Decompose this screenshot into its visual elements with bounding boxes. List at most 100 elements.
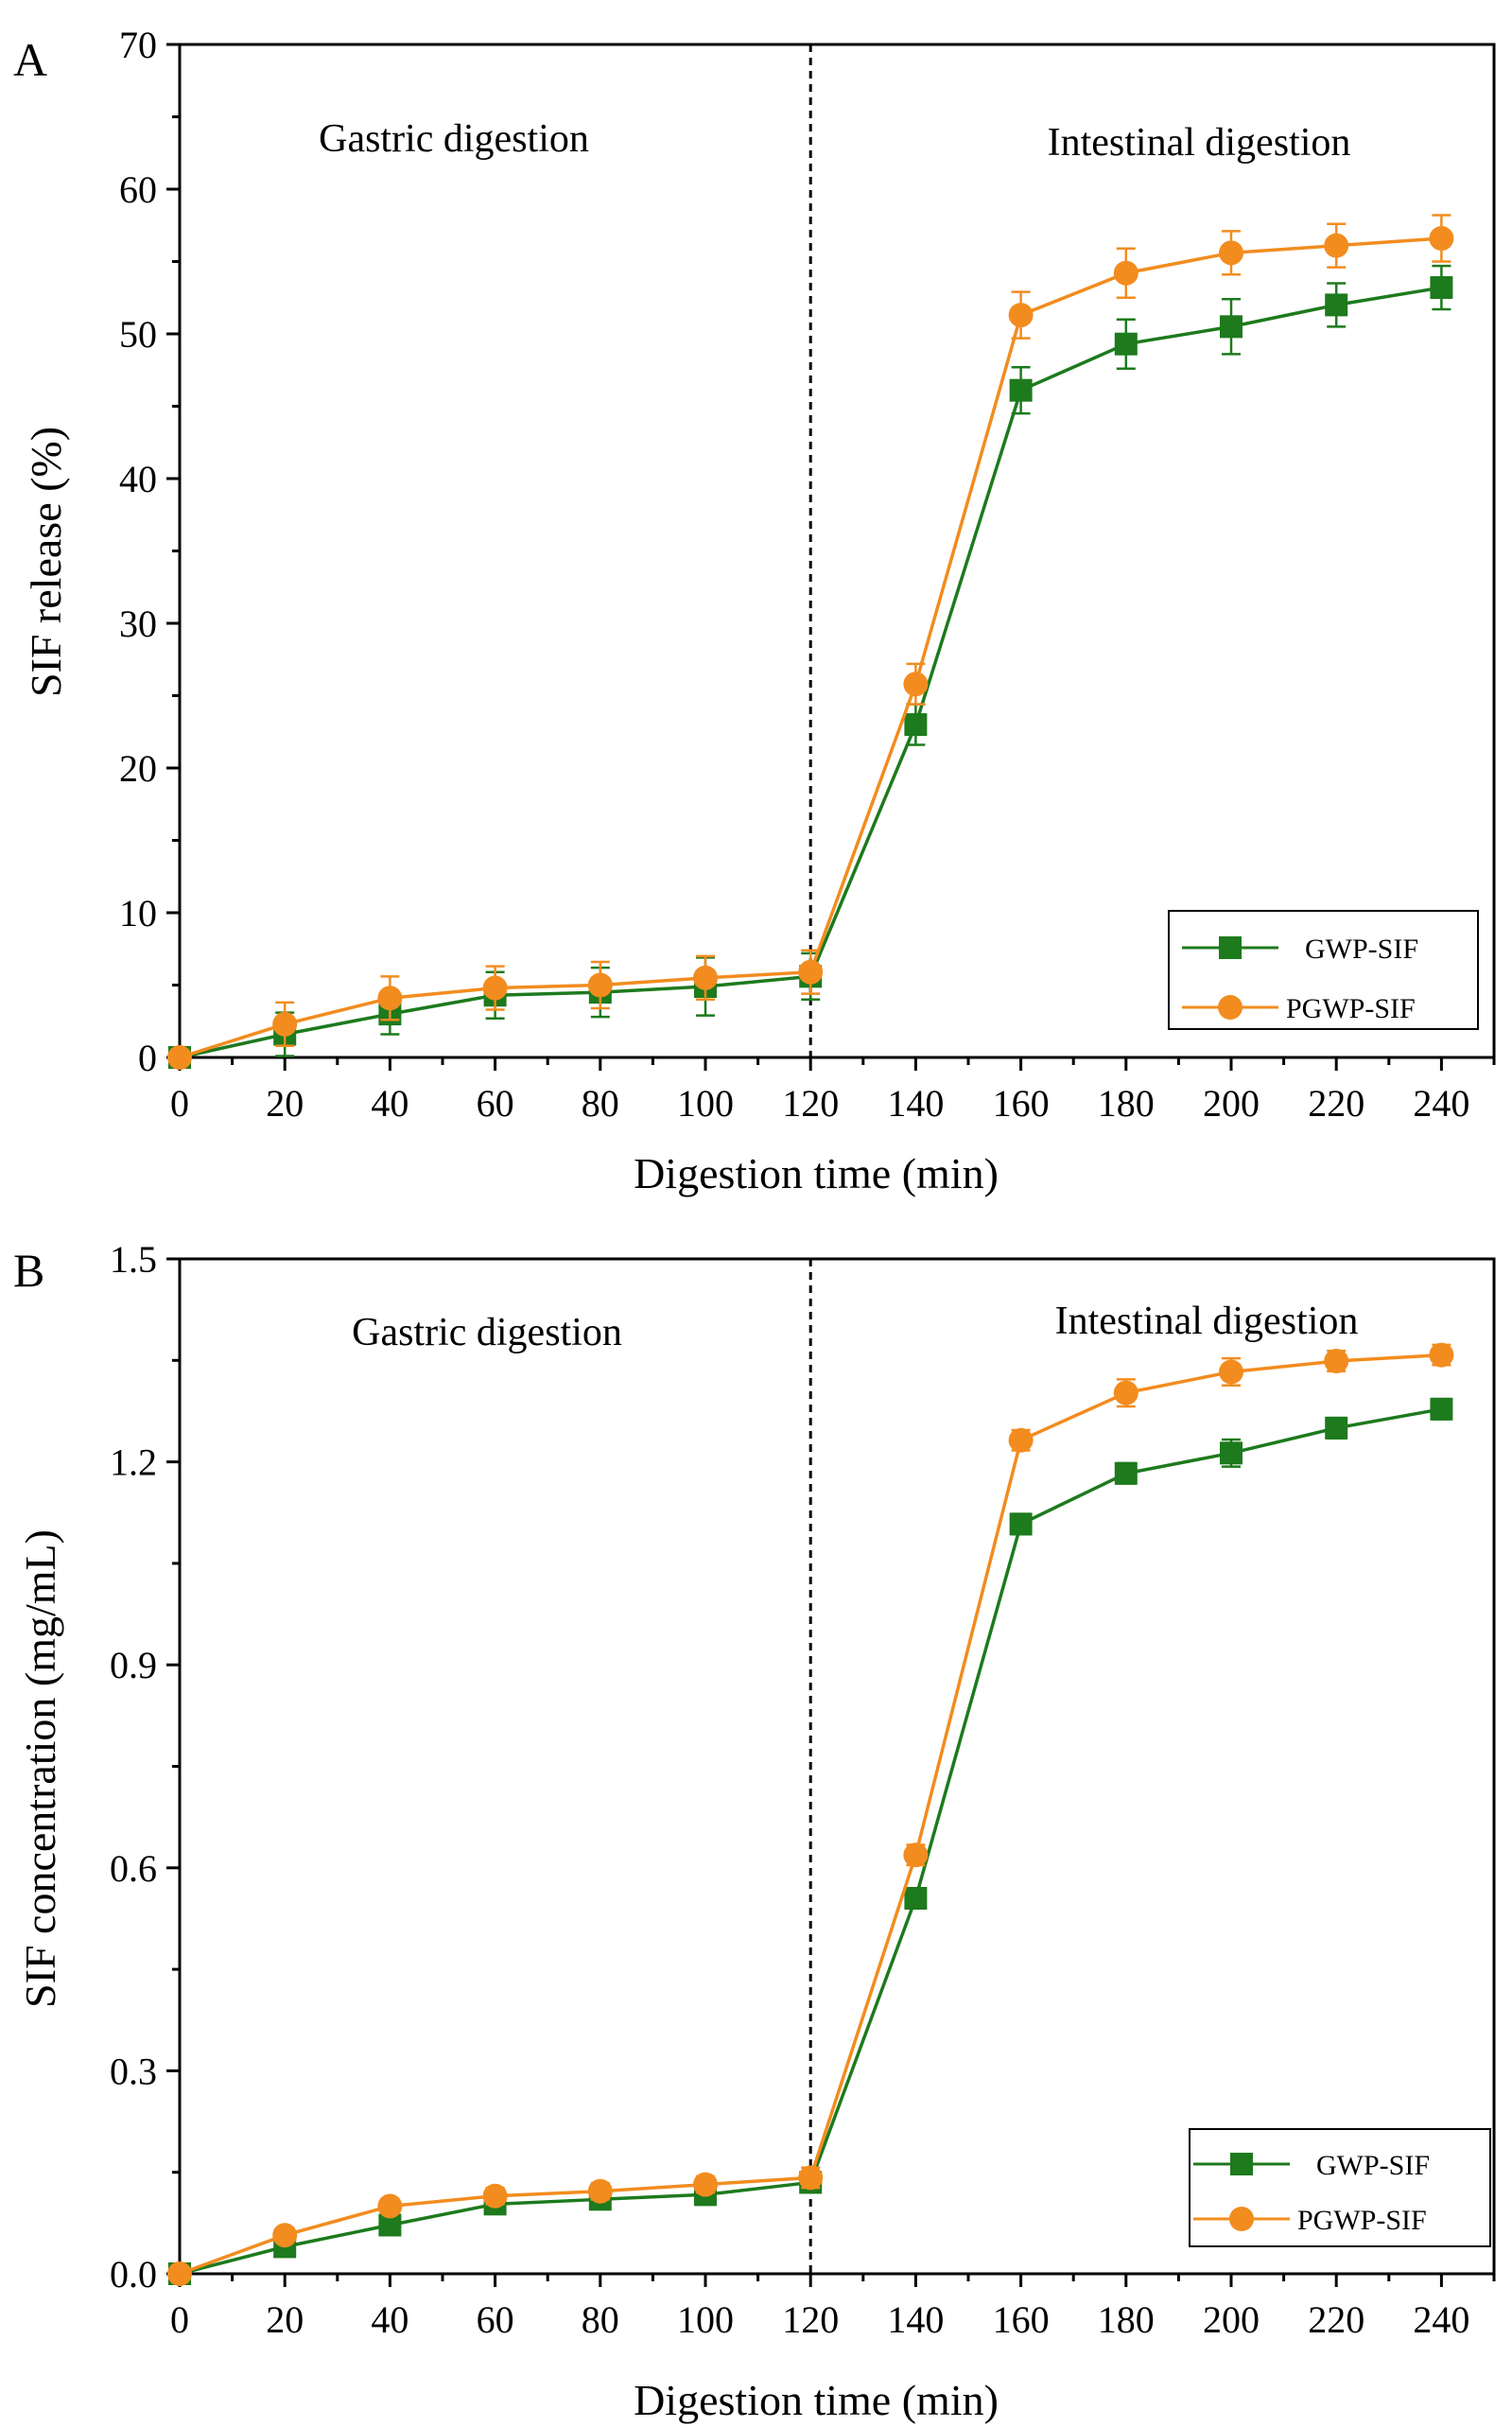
data-point-pgwp-sif <box>587 2178 613 2204</box>
legend-label-pgwp-sif: PGWP-SIF <box>1297 2205 1427 2236</box>
data-point-pgwp-sif <box>167 2261 192 2286</box>
chart-panel-b: B Gastric digestion Intestinal digestion… <box>13 1238 1496 2424</box>
data-point-pgwp-sif <box>693 2172 718 2197</box>
x-axis-label: Digestion time (min) <box>634 1149 999 1197</box>
data-point-pgwp-sif <box>1008 1427 1034 1453</box>
data-point-pgwp-sif <box>272 2223 298 2248</box>
x-tick-label: 60 <box>477 2298 514 2341</box>
data-point-pgwp-sif <box>1429 226 1454 252</box>
data-point-pgwp-sif <box>1324 233 1349 258</box>
y-tick-label: 20 <box>119 747 157 790</box>
data-point-pgwp-sif <box>798 2165 824 2191</box>
data-point-gwp-sif <box>904 713 928 737</box>
y-tick-label: 0.0 <box>110 2253 157 2296</box>
x-tick-label: 20 <box>266 1082 304 1125</box>
x-tick-label: 80 <box>582 1082 619 1125</box>
data-point-pgwp-sif <box>903 1842 929 1868</box>
y-tick-label: 1.2 <box>110 1441 157 1484</box>
panel-letter: A <box>13 33 47 86</box>
chart-panel-a: A Gastric digestion Intestinal digestion… <box>13 24 1496 1197</box>
y-tick-label: 0.9 <box>110 1644 157 1686</box>
data-point-gwp-sif <box>1325 1416 1348 1440</box>
y-tick-label: 0 <box>138 1037 157 1079</box>
x-tick-label: 0 <box>170 1082 189 1125</box>
x-tick-label: 220 <box>1308 1082 1364 1125</box>
x-tick-label: 0 <box>170 2298 189 2341</box>
data-point-pgwp-sif <box>272 1011 298 1037</box>
x-tick-label: 120 <box>782 2298 839 2341</box>
data-point-pgwp-sif <box>798 959 824 985</box>
x-tick-label: 180 <box>1098 1082 1155 1125</box>
y-tick-label: 60 <box>119 168 157 211</box>
data-point-pgwp-sif <box>903 672 929 697</box>
data-point-gwp-sif <box>1114 1461 1138 1485</box>
legend-marker-pgwp-sif <box>1229 2207 1254 2231</box>
data-point-gwp-sif <box>1220 1441 1243 1465</box>
data-point-gwp-sif <box>1325 293 1348 317</box>
x-tick-label: 160 <box>993 1082 1050 1125</box>
data-point-pgwp-sif <box>482 2183 508 2209</box>
y-tick-label: 50 <box>119 313 157 356</box>
x-tick-label: 160 <box>993 2298 1050 2341</box>
data-point-gwp-sif <box>1114 332 1138 356</box>
data-point-gwp-sif <box>1009 1512 1033 1536</box>
legend: GWP-SIF PGWP-SIF <box>1189 2128 1491 2247</box>
legend-label-gwp-sif: GWP-SIF <box>1316 2150 1430 2181</box>
data-point-pgwp-sif <box>1429 1342 1454 1368</box>
y-tick-label: 0.6 <box>110 1847 157 1890</box>
x-tick-label: 80 <box>582 2298 619 2341</box>
x-tick-label: 220 <box>1308 2298 1364 2341</box>
data-point-pgwp-sif <box>377 2193 403 2219</box>
data-point-pgwp-sif <box>482 975 508 1001</box>
x-tick-label: 40 <box>371 2298 408 2341</box>
data-point-pgwp-sif <box>1324 1349 1349 1374</box>
data-point-pgwp-sif <box>1008 303 1034 328</box>
legend-label-pgwp-sif: PGWP-SIF <box>1286 993 1416 1024</box>
x-tick-label: 60 <box>477 1082 514 1125</box>
data-point-gwp-sif <box>1009 378 1033 402</box>
data-point-pgwp-sif <box>1219 1359 1243 1385</box>
x-tick-label: 140 <box>887 2298 944 2341</box>
y-tick-label: 0.3 <box>110 2050 157 2092</box>
data-point-gwp-sif <box>1430 1397 1453 1421</box>
y-tick-label: 40 <box>119 458 157 500</box>
gastric-phase-label: Gastric digestion <box>319 117 589 161</box>
x-tick-label: 20 <box>266 2298 304 2341</box>
data-point-pgwp-sif <box>587 972 613 998</box>
x-tick-label: 200 <box>1203 2298 1260 2341</box>
intestinal-phase-label: Intestinal digestion <box>1048 121 1351 165</box>
y-tick-label: 10 <box>119 892 157 934</box>
panel-letter: B <box>13 1244 44 1297</box>
data-point-pgwp-sif <box>1113 1380 1138 1406</box>
data-point-pgwp-sif <box>693 965 718 990</box>
y-axis-label: SIF release (%) <box>22 427 70 697</box>
x-tick-label: 140 <box>887 1082 944 1125</box>
x-axis-label: Digestion time (min) <box>634 2376 999 2424</box>
data-point-pgwp-sif <box>167 1045 192 1070</box>
y-tick-label: 70 <box>119 24 157 66</box>
x-tick-label: 180 <box>1098 2298 1155 2341</box>
data-point-gwp-sif <box>1430 276 1453 300</box>
x-tick-label: 40 <box>371 1082 408 1125</box>
intestinal-phase-label: Intestinal digestion <box>1055 1300 1359 1343</box>
x-tick-label: 240 <box>1413 2298 1469 2341</box>
x-tick-label: 120 <box>782 1082 839 1125</box>
x-tick-label: 200 <box>1203 1082 1260 1125</box>
data-point-gwp-sif <box>904 1886 928 1910</box>
legend-marker-pgwp-sif <box>1218 995 1243 1020</box>
data-point-pgwp-sif <box>377 986 403 1011</box>
data-point-gwp-sif <box>1220 315 1243 339</box>
data-point-pgwp-sif <box>1219 240 1243 266</box>
y-tick-label: 1.5 <box>110 1238 157 1281</box>
legend-marker-gwp-sif <box>1219 936 1242 959</box>
y-axis-label: SIF concentration (mg/mL) <box>16 1529 64 2008</box>
y-tick-label: 30 <box>119 602 157 645</box>
legend-label-gwp-sif: GWP-SIF <box>1305 934 1418 965</box>
gastric-phase-label: Gastric digestion <box>352 1311 622 1354</box>
x-tick-label: 240 <box>1413 1082 1469 1125</box>
legend-marker-gwp-sif <box>1230 2153 1253 2175</box>
legend: GWP-SIF PGWP-SIF <box>1168 910 1479 1030</box>
data-point-pgwp-sif <box>1113 260 1138 286</box>
